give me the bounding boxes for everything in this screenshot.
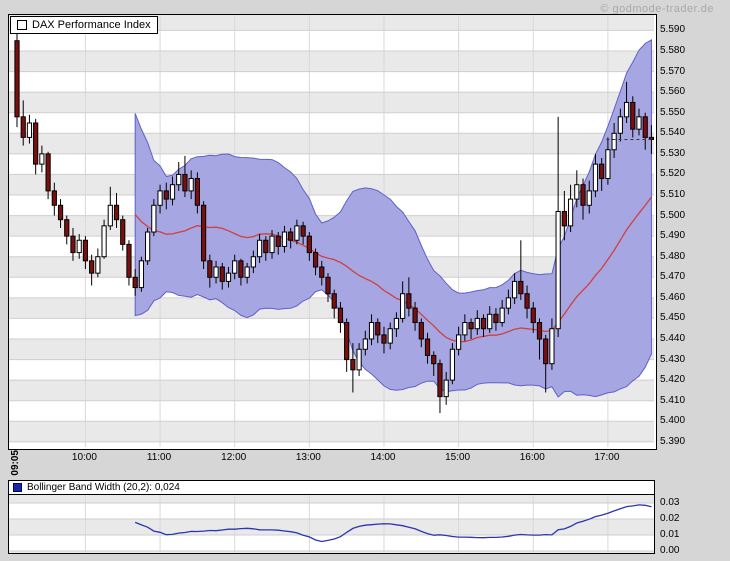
indicator-series-icon xyxy=(13,483,22,492)
time-tick-label: 15:00 xyxy=(445,452,471,463)
price-tick-label: 5.520 xyxy=(660,168,686,180)
time-tick-label: 17:00 xyxy=(594,452,620,463)
watermark: © godmode-trader.de xyxy=(600,3,714,15)
price-tick-label: 5.400 xyxy=(660,415,686,427)
price-tick-label: 5.460 xyxy=(660,291,686,303)
indicator-legend-label: Bollinger Band Width (20,2): 0,024 xyxy=(27,482,180,493)
main-chart-panel: DAX Performance Index xyxy=(8,14,657,450)
price-tick-label: 5.570 xyxy=(660,65,686,77)
indicator-panel: Bollinger Band Width (20,2): 0,024 xyxy=(8,480,655,554)
time-tick-label: 12:00 xyxy=(221,452,247,463)
indicator-tick-label: 0.00 xyxy=(660,545,680,556)
price-tick-label: 5.480 xyxy=(660,250,686,262)
price-tick-label: 5.500 xyxy=(660,209,686,221)
time-tick-label: 11:00 xyxy=(146,452,172,463)
indicator-tick-label: 0.02 xyxy=(660,513,680,524)
main-legend-label: DAX Performance Index xyxy=(32,19,151,31)
price-tick-label: 5.580 xyxy=(660,45,686,56)
price-tick-label: 5.390 xyxy=(660,435,686,447)
time-tick-label: 14:00 xyxy=(370,452,396,463)
sub-background-stripes xyxy=(9,495,654,553)
price-tick-label: 5.410 xyxy=(660,394,686,406)
candles-layer xyxy=(14,26,654,414)
time-axis-start-label: 09:05 xyxy=(10,450,21,476)
band-width-chart xyxy=(9,495,654,553)
price-tick-label: 5.450 xyxy=(660,312,686,324)
price-tick-label: 5.510 xyxy=(660,189,686,200)
candlestick-chart xyxy=(9,15,654,447)
time-tick-label: 16:00 xyxy=(519,452,545,463)
band-width-line xyxy=(134,504,652,543)
indicator-tick-label: 0.01 xyxy=(660,529,680,540)
indicator-tick-label: 0.03 xyxy=(660,497,680,508)
price-tick-label: 5.490 xyxy=(660,230,686,242)
time-tick-label: 10:00 xyxy=(71,452,97,463)
price-tick-label: 5.470 xyxy=(660,271,686,283)
price-tick-label: 5.540 xyxy=(660,127,686,139)
main-legend: DAX Performance Index xyxy=(10,16,158,34)
price-tick-label: 5.430 xyxy=(660,353,686,365)
price-tick-label: 5.420 xyxy=(660,374,686,386)
price-tick-label: 5.440 xyxy=(660,333,686,344)
price-tick-label: 5.590 xyxy=(660,24,686,36)
series-checkbox-icon[interactable] xyxy=(17,20,27,30)
time-tick-label: 13:00 xyxy=(295,452,321,463)
sma-line xyxy=(134,196,652,343)
bollinger-band-area xyxy=(134,39,652,398)
price-tick-label: 5.530 xyxy=(660,147,686,159)
indicator-legend: Bollinger Band Width (20,2): 0,024 xyxy=(9,481,654,495)
price-tick-label: 5.550 xyxy=(660,106,686,118)
price-tick-label: 5.560 xyxy=(660,86,686,98)
